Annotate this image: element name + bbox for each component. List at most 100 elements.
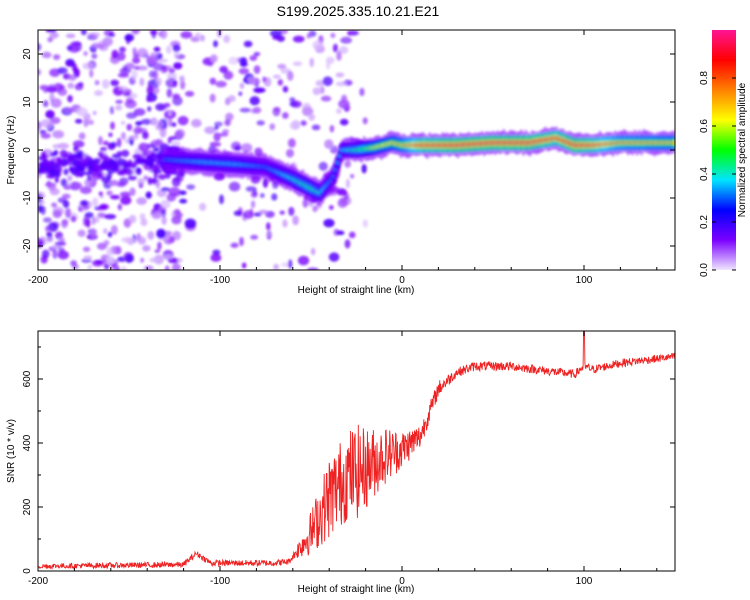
noise-blob — [147, 143, 156, 149]
noise-blob — [59, 159, 68, 167]
noise-blob — [120, 120, 126, 126]
noise-blob — [362, 219, 369, 228]
noise-blob — [343, 192, 350, 200]
noise-blob — [98, 191, 103, 196]
noise-blob — [119, 191, 132, 198]
noise-blob — [230, 242, 239, 248]
noise-blob — [79, 186, 92, 194]
noise-blob — [103, 239, 110, 246]
noise-blob — [116, 151, 123, 156]
noise-blob — [58, 84, 66, 90]
noise-blob — [52, 144, 61, 149]
noise-blob — [191, 118, 202, 128]
colorbar-tick-label: 0.8 — [699, 71, 710, 85]
noise-blob — [147, 106, 152, 112]
noise-blob — [184, 218, 197, 229]
noise-blob — [96, 43, 105, 49]
noise-blob — [74, 118, 83, 124]
noise-blob — [117, 161, 122, 167]
noise-blob — [277, 63, 287, 70]
noise-blob — [180, 80, 186, 90]
noise-blob — [336, 50, 342, 61]
noise-blob — [362, 117, 368, 125]
noise-blob — [116, 51, 126, 61]
noise-blob — [65, 33, 76, 39]
noise-blob — [145, 191, 152, 199]
noise-blob — [344, 239, 351, 249]
noise-blob — [150, 117, 158, 126]
noise-blob — [219, 65, 228, 74]
noise-blob — [119, 168, 127, 176]
colorbar: 0.0 0.2 0.4 0.6 0.8 Normalized spectral ampl… — [699, 30, 748, 277]
noise-blob — [97, 173, 104, 179]
noise-blob — [345, 178, 350, 189]
noise-blob — [107, 231, 113, 238]
noise-blob — [108, 32, 116, 38]
noise-blob — [212, 249, 221, 256]
noise-blob — [171, 215, 182, 225]
noise-blob — [115, 167, 120, 174]
noise-blob — [150, 52, 159, 57]
noise-blob — [148, 70, 156, 78]
noise-blob — [249, 55, 258, 61]
noise-blob — [223, 70, 234, 80]
noise-blob — [78, 82, 84, 87]
noise-blob — [178, 190, 187, 196]
noise-blob — [335, 72, 345, 78]
noise-blob — [174, 128, 186, 139]
noise-blob — [138, 158, 147, 164]
noise-blob — [286, 70, 294, 81]
noise-blob — [67, 175, 73, 182]
noise-blob — [67, 82, 75, 89]
noise-blob — [120, 195, 132, 205]
noise-blob — [153, 171, 158, 178]
figure-title: S199.2025.335.10.21.E21 — [277, 3, 440, 19]
noise-blob — [285, 148, 294, 158]
noise-blob — [310, 248, 316, 256]
x-tick-label: 0 — [399, 576, 405, 587]
noise-blob — [210, 253, 222, 262]
noise-blob — [227, 95, 236, 102]
noise-blob — [168, 68, 176, 74]
noise-blob — [41, 249, 50, 259]
noise-blob — [142, 245, 151, 252]
colorbar-label: Normalized spectral amplitude — [737, 82, 748, 217]
noise-blob — [86, 161, 94, 169]
noise-blob — [87, 264, 93, 270]
noise-blob — [57, 142, 70, 149]
noise-blob — [194, 32, 201, 39]
noise-blob — [177, 258, 183, 263]
noise-blob — [209, 93, 216, 103]
noise-blob — [186, 184, 196, 190]
noise-blob — [61, 219, 68, 229]
noise-blob — [336, 230, 345, 236]
noise-blob — [54, 241, 67, 246]
noise-blob — [38, 43, 42, 52]
noise-blob — [326, 61, 331, 70]
noise-blob — [338, 99, 350, 109]
noise-blob — [328, 205, 334, 210]
noise-blob — [289, 97, 296, 103]
noise-blob — [49, 187, 60, 196]
noise-blob — [131, 69, 138, 80]
noise-blob — [228, 56, 239, 65]
noise-blob — [92, 110, 97, 116]
noise-blob — [162, 254, 174, 260]
noise-blob — [40, 119, 53, 128]
noise-blob — [239, 107, 251, 113]
noise-blob — [250, 200, 256, 209]
noise-blob — [361, 164, 367, 174]
noise-blob — [77, 229, 86, 237]
noise-blob — [130, 164, 137, 169]
noise-blob — [234, 145, 242, 151]
noise-blob — [114, 245, 122, 255]
noise-blob — [152, 62, 164, 71]
noise-blob — [38, 173, 42, 179]
y-tick-label: -10 — [22, 190, 33, 205]
noise-blob — [65, 61, 73, 67]
noise-blob — [157, 241, 162, 251]
noise-blob — [154, 139, 163, 146]
noise-blob — [38, 237, 44, 248]
noise-blob — [332, 43, 339, 53]
noise-blob — [44, 182, 57, 187]
